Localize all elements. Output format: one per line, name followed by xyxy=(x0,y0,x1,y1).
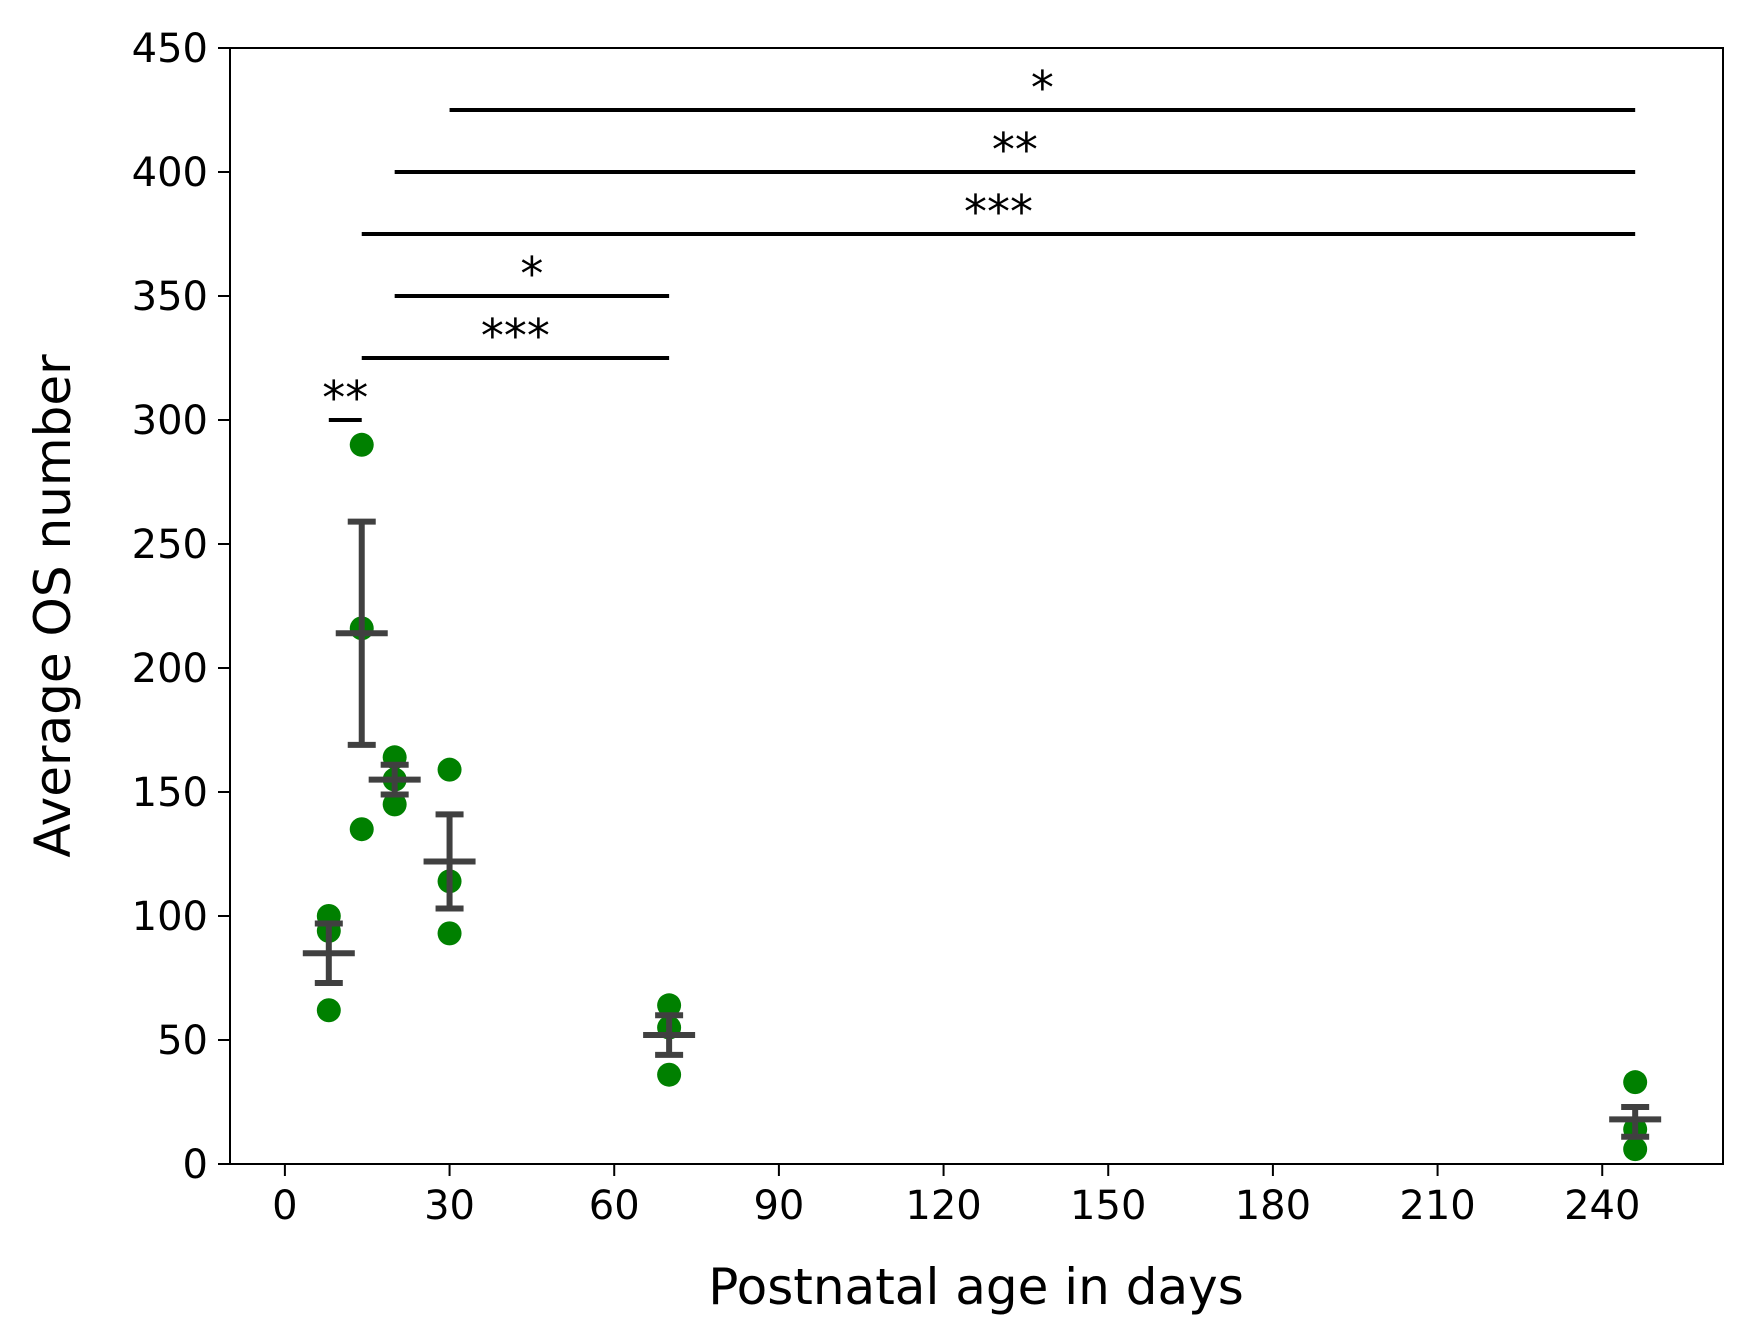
significance-label: *** xyxy=(964,185,1033,239)
x-tick-label: 90 xyxy=(753,1183,804,1229)
data-point xyxy=(1623,1137,1648,1162)
x-tick-label: 180 xyxy=(1235,1183,1311,1229)
significance-label: * xyxy=(1031,61,1054,115)
y-tick-label: 50 xyxy=(157,1018,208,1064)
significance-label: *** xyxy=(481,309,550,363)
x-tick-label: 240 xyxy=(1564,1183,1640,1229)
data-point xyxy=(1623,1070,1648,1095)
y-tick-label: 200 xyxy=(132,646,208,692)
significance-label: ** xyxy=(992,123,1038,177)
y-axis-title: Average OS number xyxy=(24,354,82,858)
x-tick-label: 30 xyxy=(424,1183,475,1229)
data-point xyxy=(349,432,374,457)
x-tick-label: 60 xyxy=(589,1183,640,1229)
data-point xyxy=(437,757,462,782)
significance-label: * xyxy=(520,247,543,301)
data-point xyxy=(382,792,407,817)
axis-ticks: 0 30 60 90 120 150 180 210 240 0 50 100 150 200 250 300… xyxy=(132,26,1641,1229)
x-axis-title: Postnatal age in days xyxy=(708,1258,1244,1316)
data-point xyxy=(657,1062,682,1087)
x-tick-label: 150 xyxy=(1070,1183,1146,1229)
y-tick-label: 0 xyxy=(183,1142,208,1188)
x-tick-label: 210 xyxy=(1399,1183,1475,1229)
y-tick-label: 450 xyxy=(132,26,208,72)
y-tick-label: 150 xyxy=(132,770,208,816)
significance-label: ** xyxy=(322,371,368,425)
y-tick-label: 400 xyxy=(132,150,208,196)
data-point xyxy=(349,817,374,842)
data-point xyxy=(437,921,462,946)
y-tick-label: 250 xyxy=(132,522,208,568)
data-point xyxy=(657,993,682,1018)
x-tick-label: 0 xyxy=(272,1183,297,1229)
chart-marks: ************ xyxy=(302,61,1662,1162)
data-point xyxy=(316,998,341,1023)
y-tick-label: 350 xyxy=(132,274,208,320)
y-tick-label: 300 xyxy=(132,398,208,444)
y-tick-label: 100 xyxy=(132,894,208,940)
x-tick-label: 120 xyxy=(905,1183,981,1229)
plot-frame xyxy=(229,47,1724,1165)
